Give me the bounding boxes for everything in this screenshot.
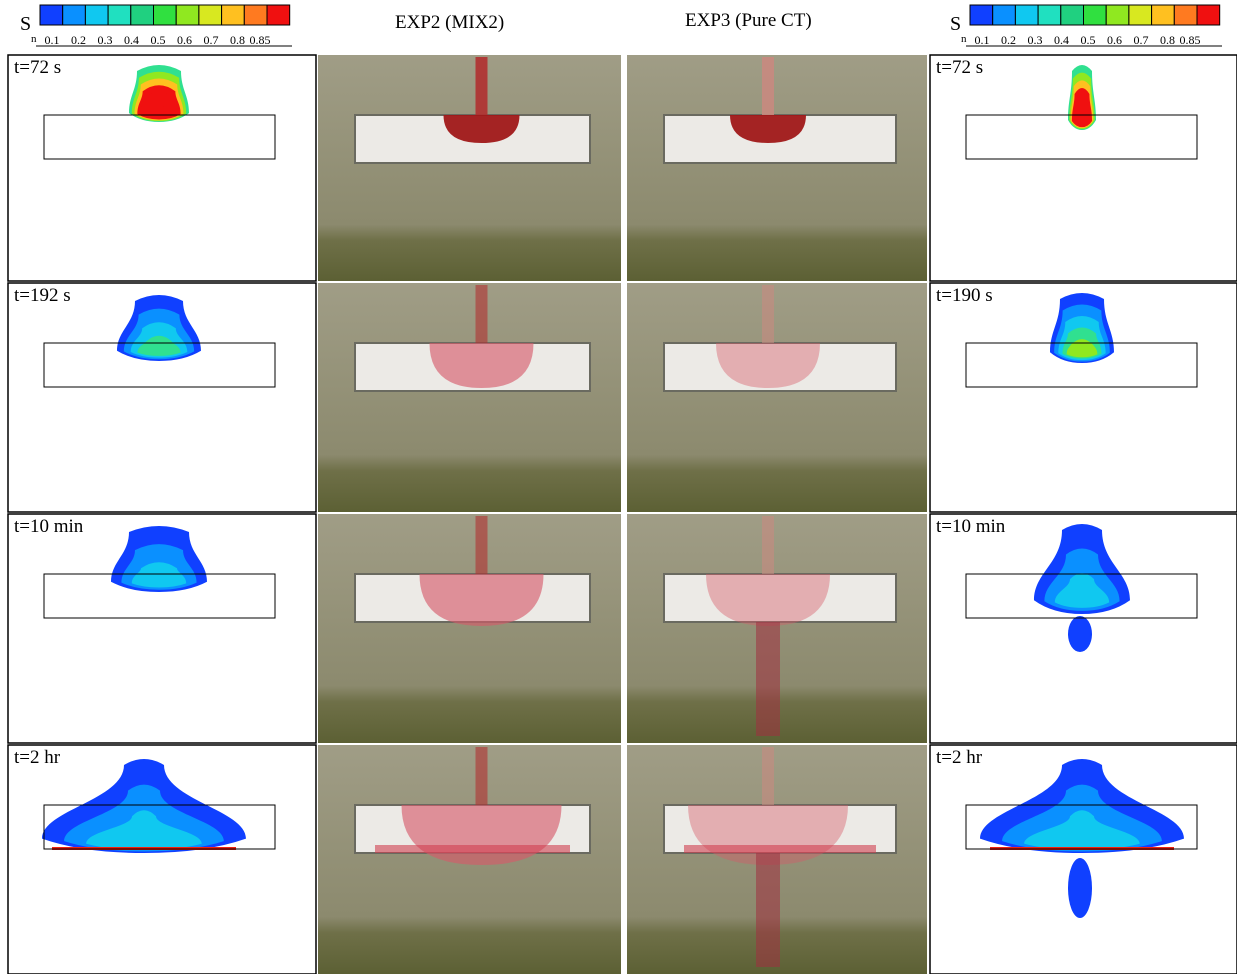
colorbar: Sn 0.1 0.2 0.3 0.4 0.5 0.6 0.7 0.8 0.85: [950, 5, 1222, 47]
time-label: t=10 min: [14, 516, 84, 537]
simulation-panel: t=190 s: [930, 283, 1237, 512]
colorbar-symbol: S: [20, 13, 31, 35]
colorbar-symbol: S: [950, 13, 961, 35]
colorbar-tick-label: 0.5: [151, 33, 166, 47]
photo: [627, 55, 927, 281]
colorbar-swatch: [199, 5, 222, 25]
experiment-photo: [318, 514, 621, 743]
injection-stem: [762, 516, 774, 574]
injection-stem: [762, 285, 774, 343]
colorbar-tick-label: 0.8: [230, 33, 245, 47]
colorbar-tick-label: 0.1: [975, 33, 990, 47]
colorbar-tick-label: 0.85: [250, 33, 271, 47]
experiment-photo: [318, 745, 621, 974]
colorbar-tick-label: 0.2: [71, 33, 86, 47]
colorbar-swatch: [1015, 5, 1038, 25]
colorbar-swatch: [993, 5, 1016, 25]
column-header: EXP2 (MIX2): [395, 12, 504, 33]
colorbar-swatch: [85, 5, 108, 25]
simulation-panel: t=72 s: [930, 55, 1237, 281]
colorbar-swatch: [1129, 5, 1152, 25]
photo: [318, 283, 621, 512]
photo: [318, 55, 621, 281]
colorbar-swatch: [1084, 5, 1107, 25]
colorbar-tick-label: 0.1: [45, 33, 60, 47]
colorbar-swatch: [1038, 5, 1061, 25]
colorbar-tick-label: 0.7: [1134, 33, 1149, 47]
time-label: t=72 s: [936, 57, 983, 78]
colorbar-tick-label: 0.5: [1081, 33, 1096, 47]
injection-stem: [476, 285, 488, 343]
simulation-panel: t=192 s: [8, 283, 316, 512]
dye-drip: [756, 853, 780, 967]
experiment-photo: [627, 514, 927, 743]
colorbar-swatch: [1061, 5, 1084, 25]
colorbar-tick-label: 0.4: [1054, 33, 1069, 47]
colorbar-swatch: [108, 5, 131, 25]
simulation-panel: t=72 s: [8, 55, 316, 281]
colorbar-swatch: [176, 5, 199, 25]
injection-stem: [762, 747, 774, 805]
colorbar: Sn 0.1 0.2 0.3 0.4 0.5 0.6 0.7 0.8 0.85: [20, 5, 292, 47]
dye-layer: [684, 845, 876, 853]
figure: EXP2 (MIX2) EXP3 (Pure CT) Sn 0.1 0.2 0.3 0.…: [0, 0, 1237, 974]
colorbar-tick-label: 0.7: [204, 33, 219, 47]
injection-stem: [476, 516, 488, 574]
experiment-photo: [627, 745, 927, 974]
dye-drip: [756, 622, 780, 736]
colorbar-swatch: [267, 5, 290, 25]
lower-plume: [1068, 858, 1092, 918]
colorbar-tick-label: 0.3: [1028, 33, 1043, 47]
experiment-photo: [318, 283, 621, 512]
photo: [318, 514, 621, 743]
colorbar-tick-label: 0.3: [98, 33, 113, 47]
colorbar-swatch: [154, 5, 177, 25]
colorbar-swatch: [970, 5, 993, 25]
colorbar-swatch: [1152, 5, 1175, 25]
simulation-panel: t=2 hr: [8, 745, 316, 974]
colorbar-swatch: [40, 5, 63, 25]
time-label: t=2 hr: [936, 747, 983, 768]
experiment-photo: [627, 283, 927, 512]
time-label: t=2 hr: [14, 747, 61, 768]
colorbar-swatch: [244, 5, 267, 25]
colorbar-tick-label: 0.4: [124, 33, 139, 47]
experiment-photo: [318, 55, 621, 281]
simulation-panel: t=10 min: [8, 514, 316, 743]
colorbar-swatch: [63, 5, 86, 25]
photo: [627, 283, 927, 512]
time-label: t=192 s: [14, 285, 71, 306]
colorbar-subscript: n: [961, 33, 967, 45]
colorbar-swatch: [222, 5, 245, 25]
colorbar-swatch: [1174, 5, 1197, 25]
colorbar-subscript: n: [31, 33, 37, 45]
simulation-panel: t=2 hr: [930, 745, 1237, 974]
injection-stem: [476, 747, 488, 805]
colorbar-tick-label: 0.85: [1180, 33, 1201, 47]
simulation-panel: t=10 min: [930, 514, 1237, 743]
time-label: t=72 s: [14, 57, 61, 78]
lower-plume: [1068, 616, 1092, 652]
column-header: EXP3 (Pure CT): [685, 10, 812, 31]
time-label: t=10 min: [936, 516, 1006, 537]
time-label: t=190 s: [936, 285, 993, 306]
colorbar-swatch: [131, 5, 154, 25]
dye-layer: [375, 845, 570, 853]
colorbar-tick-label: 0.6: [1107, 33, 1122, 47]
injection-stem: [476, 57, 488, 115]
injection-stem: [762, 57, 774, 115]
colorbar-swatch: [1197, 5, 1220, 25]
experiment-photo: [627, 55, 927, 281]
colorbar-tick-label: 0.2: [1001, 33, 1016, 47]
colorbar-swatch: [1106, 5, 1129, 25]
colorbar-tick-label: 0.8: [1160, 33, 1175, 47]
colorbar-tick-label: 0.6: [177, 33, 192, 47]
